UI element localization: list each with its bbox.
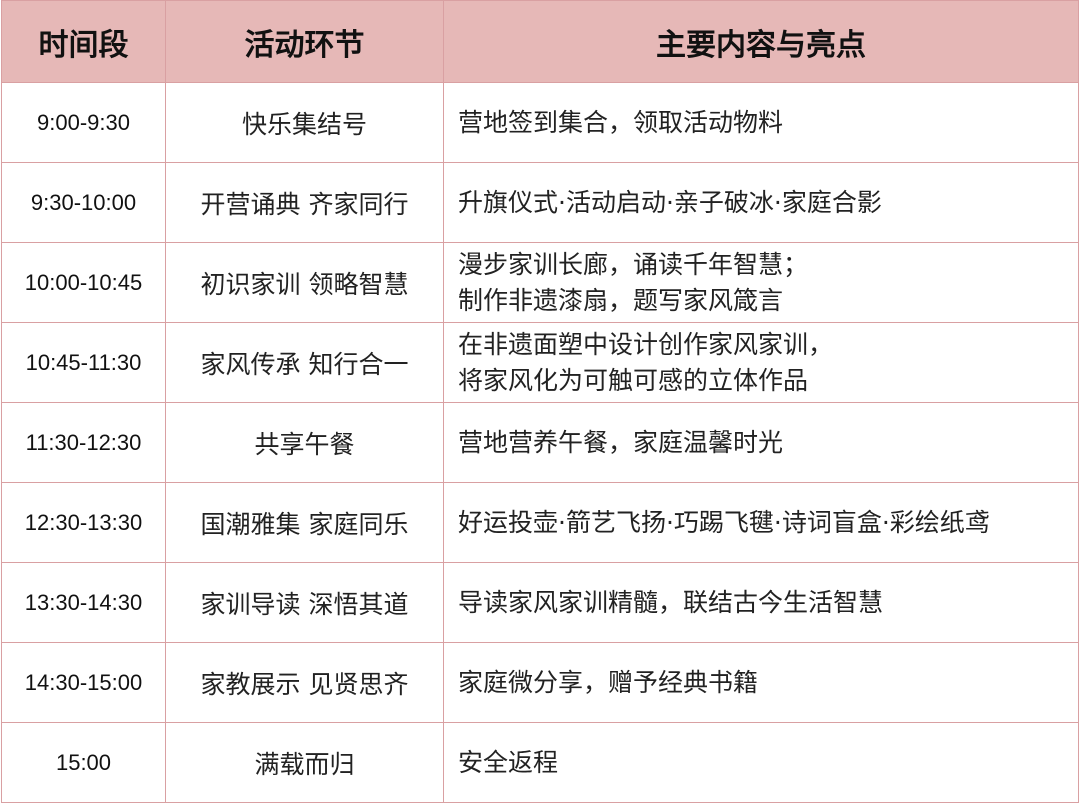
activity-cell: 开营诵典 齐家同行 [165,162,444,243]
activity-cell: 家训导读 深悟其道 [165,562,444,643]
activity-cell: 国潮雅集 家庭同乐 [165,482,444,563]
table-row: 9:00-9:30 快乐集结号 营地签到集合，领取活动物料 [1,82,1079,163]
header-row: 时间段 活动环节 主要内容与亮点 [1,0,1079,83]
content-cell: 升旗仪式·活动启动·亲子破冰·家庭合影 [443,162,1079,243]
table-row: 10:00-10:45 初识家训 领略智慧 漫步家训长廊，诵读千年智慧； 制作非遗漆扇… [1,242,1079,323]
content-line: 在非遗面塑中设计创作家风家训， [458,329,834,359]
time-cell: 9:00-9:30 [1,82,166,163]
table-row: 10:45-11:30 家风传承 知行合一 在非遗面塑中设计创作家风家训， 将家风化为… [1,322,1079,403]
content-cell: 营地签到集合，领取活动物料 [443,82,1079,163]
time-cell: 15:00 [1,722,166,803]
content-line: 安全返程 [458,747,559,777]
content-cell: 营地营养午餐，家庭温馨时光 [443,402,1079,483]
content-line: 营地营养午餐，家庭温馨时光 [458,427,784,457]
table-row: 11:30-12:30 共享午餐 营地营养午餐，家庭温馨时光 [1,402,1079,483]
table-row: 14:30-15:00 家教展示 见贤思齐 家庭微分享，赠予经典书籍 [1,642,1079,723]
header-time: 时间段 [1,0,166,83]
content-line: 导读家风家训精髓，联结古今生活智慧 [458,587,884,617]
table-row: 9:30-10:00 开营诵典 齐家同行 升旗仪式·活动启动·亲子破冰·家庭合影 [1,162,1079,243]
content-cell: 漫步家训长廊，诵读千年智慧； 制作非遗漆扇，题写家风箴言 [443,242,1079,323]
time-cell: 14:30-15:00 [1,642,166,723]
activity-cell: 家教展示 见贤思齐 [165,642,444,723]
activity-cell: 家风传承 知行合一 [165,322,444,403]
content-line: 制作非遗漆扇，题写家风箴言 [458,285,784,315]
content-line: 家庭微分享，赠予经典书籍 [458,667,759,697]
content-cell: 安全返程 [443,722,1079,803]
content-line: 升旗仪式·活动启动·亲子破冰·家庭合影 [458,187,882,217]
activity-cell: 满载而归 [165,722,444,803]
table-row: 12:30-13:30 国潮雅集 家庭同乐 好运投壶·箭艺飞扬·巧踢飞毽·诗词盲盒·… [1,482,1079,563]
content-line: 将家风化为可触可感的立体作品 [458,365,809,395]
content-cell: 导读家风家训精髓，联结古今生活智慧 [443,562,1079,643]
time-cell: 9:30-10:00 [1,162,166,243]
header-activity: 活动环节 [165,0,444,83]
time-cell: 10:00-10:45 [1,242,166,323]
content-line: 漫步家训长廊，诵读千年智慧； [458,249,809,279]
activity-cell: 快乐集结号 [165,82,444,163]
time-cell: 13:30-14:30 [1,562,166,643]
time-cell: 12:30-13:30 [1,482,166,563]
content-line: 好运投壶·箭艺飞扬·巧踢飞毽·诗词盲盒·彩绘纸鸢 [458,507,990,537]
header-content: 主要内容与亮点 [443,0,1079,83]
table-row: 15:00 满载而归 安全返程 [1,722,1079,803]
activity-cell: 共享午餐 [165,402,444,483]
activity-cell: 初识家训 领略智慧 [165,242,444,323]
content-cell: 家庭微分享，赠予经典书籍 [443,642,1079,723]
content-cell: 好运投壶·箭艺飞扬·巧踢飞毽·诗词盲盒·彩绘纸鸢 [443,482,1079,563]
time-cell: 11:30-12:30 [1,402,166,483]
content-cell: 在非遗面塑中设计创作家风家训， 将家风化为可触可感的立体作品 [443,322,1079,403]
content-line: 营地签到集合，领取活动物料 [458,107,784,137]
time-cell: 10:45-11:30 [1,322,166,403]
table-row: 13:30-14:30 家训导读 深悟其道 导读家风家训精髓，联结古今生活智慧 [1,562,1079,643]
